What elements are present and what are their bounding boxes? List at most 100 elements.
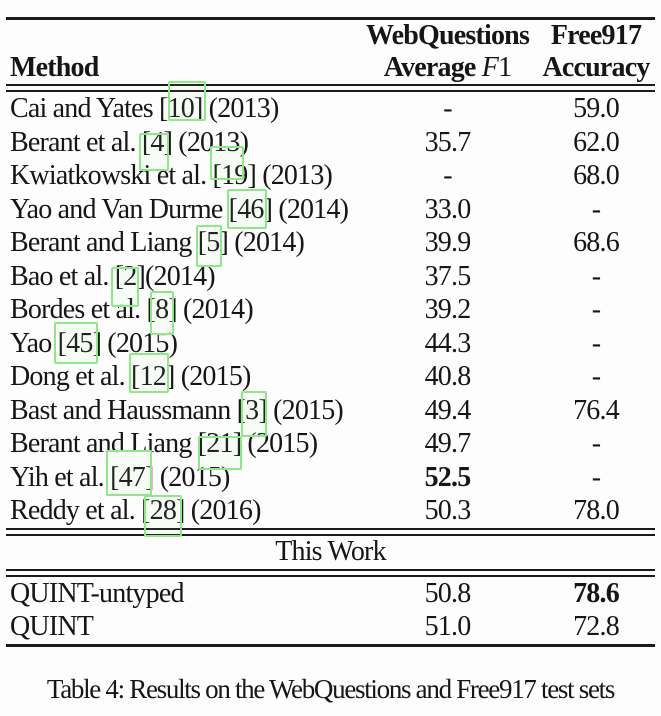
free917-accuracy-cell: 62.0 bbox=[573, 126, 620, 158]
citation-link[interactable]: [45] bbox=[53, 321, 102, 364]
webquestions-f1-cell: 51.0 bbox=[424, 611, 472, 643]
method-year: (2015) bbox=[266, 394, 344, 426]
webquestions-f1-cell: - bbox=[443, 160, 452, 192]
method-cell: Berant and Liang [5] (2014) bbox=[4, 225, 360, 268]
method-cell: Bao et al. [2](2014) bbox=[4, 260, 360, 307]
citation-link[interactable]: [8] bbox=[147, 291, 178, 336]
webquestions-f1-cell: 40.8 bbox=[424, 361, 472, 393]
method-year: (2015) bbox=[241, 428, 318, 460]
citation-text: [4] bbox=[141, 126, 173, 158]
section-separator-rule-bottom bbox=[6, 568, 655, 577]
citation-link[interactable]: [12] bbox=[129, 353, 175, 394]
table-row: Bordes et al. [8] (2014) 39.2 - bbox=[4, 291, 657, 336]
method-cell: Bast and Haussmann [3] (2015) bbox=[4, 390, 360, 437]
citation-link[interactable]: [2] bbox=[110, 261, 146, 307]
table-row: Bast and Haussmann [3] (2015) 49.4 76.4 bbox=[4, 390, 657, 437]
free917-accuracy-cell: - bbox=[591, 327, 601, 359]
free917-accuracy-cell: 78.0 bbox=[573, 495, 620, 527]
citation-link[interactable]: [5] bbox=[195, 225, 229, 268]
webquestions-f1-cell: 39.2 bbox=[424, 294, 472, 326]
method-cell: Yao [45] (2015) bbox=[4, 321, 360, 364]
webquestions-f1-cell: 52.5 bbox=[424, 461, 472, 493]
citation-text: [46] bbox=[228, 193, 273, 225]
citation-text: [47] bbox=[110, 461, 154, 493]
method-text: Berant and Liang bbox=[10, 428, 198, 460]
citation-link[interactable]: [3] bbox=[236, 390, 268, 437]
table-row: Yao [45] (2015) 44.3 - bbox=[4, 321, 657, 364]
webquestions-f1-cell: 33.0 bbox=[424, 193, 472, 225]
citation-text: [10] bbox=[159, 93, 203, 125]
method-cell: Yao and Van Durme [46] (2014) bbox=[4, 188, 360, 229]
citation-link[interactable]: [19] bbox=[209, 146, 257, 192]
method-text: Berant and Liang bbox=[10, 227, 198, 259]
table-bottom-rule bbox=[6, 643, 655, 647]
citation-text: [28] bbox=[141, 495, 185, 527]
method-cell: Berant and Liang [21] (2015) bbox=[4, 428, 360, 471]
method-text: Dong et al. bbox=[10, 361, 132, 393]
results-table: WebQuestions Free917 Method Average F1 A… bbox=[4, 17, 657, 647]
webquestions-f1-cell: 39.9 bbox=[424, 227, 472, 259]
section-separator-rule-top bbox=[6, 527, 655, 536]
table-row: QUINT 51.0 72.8 bbox=[4, 610, 657, 644]
this-work-section-header: This Work bbox=[275, 536, 386, 567]
method-text: Berant et al. bbox=[10, 126, 142, 158]
method-text: Bao et al. bbox=[10, 260, 115, 292]
webquestions-f1-cell: 49.4 bbox=[424, 394, 472, 426]
webquestions-f1-cell: 44.3 bbox=[424, 327, 472, 359]
math-f-symbol: F bbox=[481, 52, 499, 84]
free917-accuracy-cell: 59.0 bbox=[573, 93, 620, 125]
table-header-row-1: WebQuestions Free917 bbox=[4, 20, 657, 52]
citation-link[interactable]: [28] bbox=[141, 495, 185, 538]
free917-accuracy-cell: 76.4 bbox=[573, 394, 620, 426]
method-cell: Kwiatkowski et al. [19] (2013) bbox=[4, 146, 360, 192]
header-separator-rule bbox=[6, 84, 655, 92]
citation-link[interactable]: [47] bbox=[106, 449, 154, 496]
method-year: (2015) bbox=[153, 461, 231, 493]
citation-text: [3] bbox=[236, 394, 268, 426]
math-one: 1 bbox=[498, 52, 512, 84]
table-row: Bao et al. [2](2014) 37.5 - bbox=[4, 260, 657, 307]
header-free917: Free917 bbox=[550, 20, 642, 52]
citation-text: [45] bbox=[57, 327, 102, 359]
citation-link[interactable]: [4] bbox=[138, 126, 173, 171]
free917-accuracy-cell: - bbox=[591, 428, 601, 460]
free917-accuracy-cell: - bbox=[591, 260, 601, 292]
method-text: Yih et al. bbox=[10, 461, 111, 493]
citation-link[interactable]: [46] bbox=[226, 188, 273, 229]
free917-accuracy-cell: 78.6 bbox=[573, 577, 620, 609]
table-header-row-2: Method Average F1 Accuracy bbox=[4, 52, 657, 84]
method-year: (2014) bbox=[228, 227, 305, 259]
method-year: (2015) bbox=[174, 361, 252, 393]
webquestions-f1-cell: 35.7 bbox=[424, 126, 472, 158]
webquestions-f1-cell: 37.5 bbox=[424, 260, 472, 292]
citation-text: [12] bbox=[131, 361, 175, 393]
webquestions-f1-cell: 49.7 bbox=[424, 428, 472, 460]
table-row: Berant and Liang [5] (2014) 39.9 68.6 bbox=[4, 225, 657, 268]
citation-link[interactable]: [21] bbox=[197, 428, 242, 471]
citation-text: [21] bbox=[197, 428, 242, 460]
table-row: Yao and Van Durme [46] (2014) 33.0 - bbox=[4, 188, 657, 229]
header-average-label: Average bbox=[383, 52, 482, 84]
method-cell: Berant et al. [4] (2013) bbox=[4, 126, 360, 171]
table-row: Kwiatkowski et al. [19] (2013) - 68.0 bbox=[4, 146, 657, 193]
method-year: (2013) bbox=[172, 126, 249, 158]
table-row: QUINT-untyped 50.8 78.6 bbox=[4, 577, 657, 611]
table-row: Berant et al. [4] (2013) 35.7 62.0 bbox=[4, 126, 657, 171]
table-row: Cai and Yates [10] (2013) - 59.0 bbox=[4, 81, 657, 126]
free917-accuracy-cell: - bbox=[591, 294, 601, 326]
table-row: Reddy et al. [28] (2016) 50.3 78.0 bbox=[4, 494, 657, 538]
method-cell: QUINT bbox=[10, 611, 94, 643]
method-year: (2016) bbox=[184, 495, 262, 527]
free917-accuracy-cell: - bbox=[591, 193, 601, 225]
method-text: Bast and Haussmann bbox=[10, 394, 237, 426]
table-row: Yih et al. [47] (2015) 52.5 - bbox=[4, 449, 657, 496]
free917-accuracy-cell: - bbox=[591, 361, 601, 393]
citation-link[interactable]: [10] bbox=[159, 81, 207, 125]
citation-text: [19] bbox=[212, 160, 257, 192]
header-average-f1: Average F1 bbox=[360, 53, 535, 82]
header-accuracy: Accuracy bbox=[542, 52, 650, 84]
header-method: Method bbox=[10, 52, 99, 84]
table-caption: Table 4: Results on the WebQuestions and… bbox=[46, 673, 616, 704]
method-cell: Dong et al. [12] (2015) bbox=[4, 353, 360, 394]
